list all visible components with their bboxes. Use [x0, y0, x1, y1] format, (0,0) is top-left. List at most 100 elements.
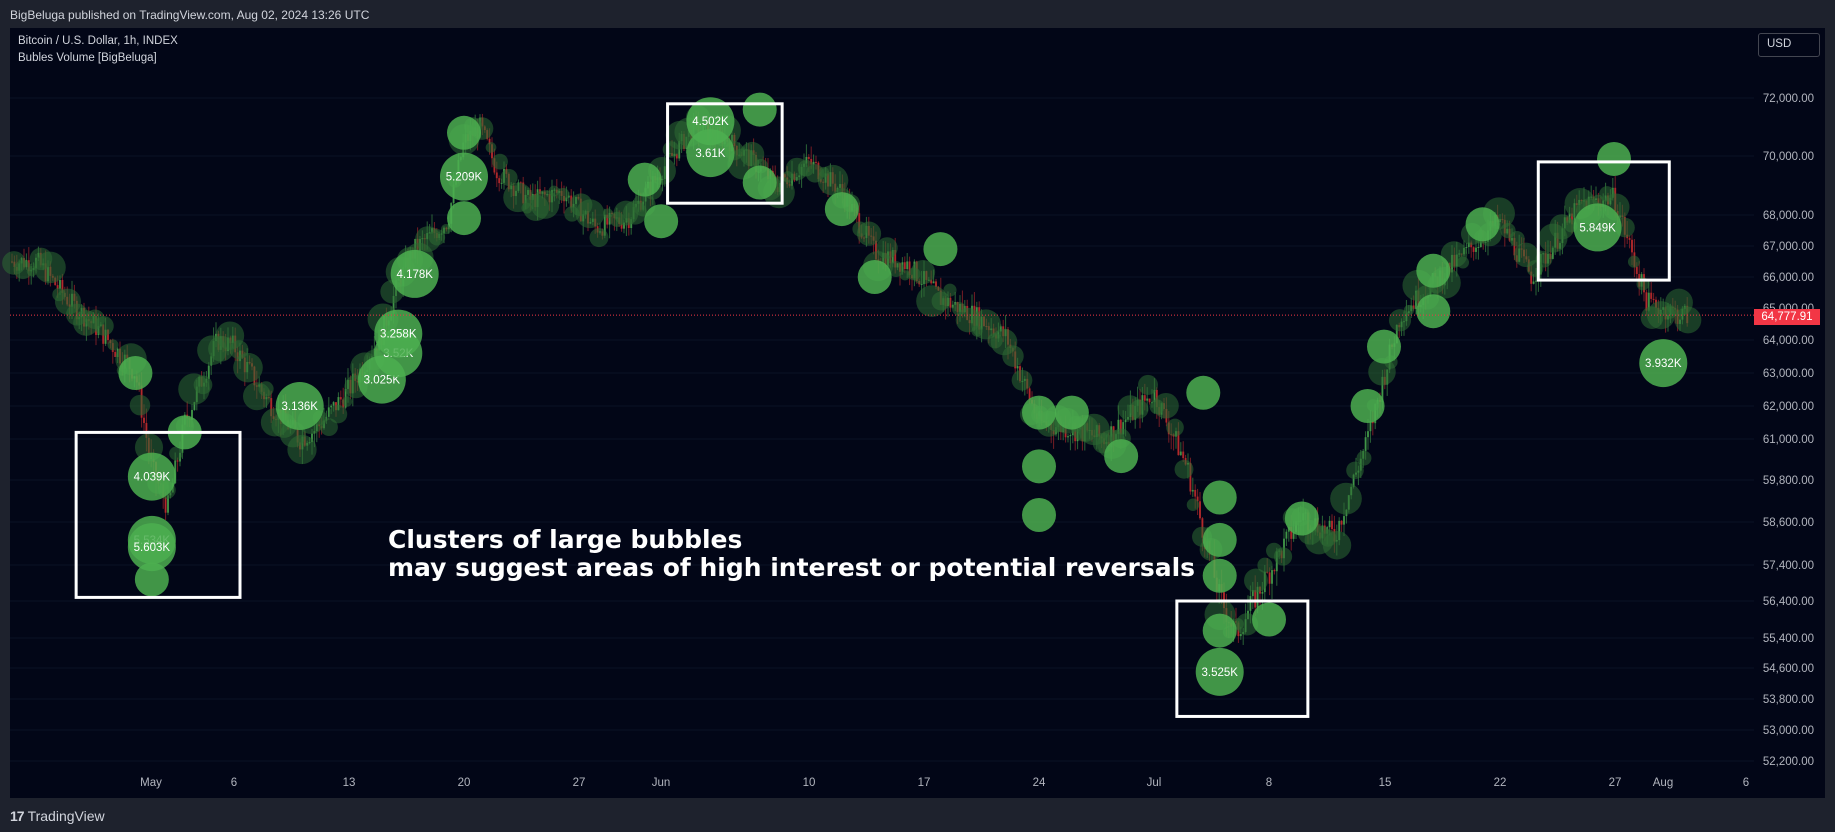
candle-body [1122, 422, 1125, 435]
volume-bubble[interactable] [857, 260, 892, 294]
candle-body [104, 329, 107, 344]
volume-bubble[interactable] [1252, 602, 1286, 637]
candle-body [1153, 389, 1156, 403]
candle-body [1371, 421, 1374, 424]
candle-body [332, 402, 335, 406]
volume-bubble[interactable] [127, 523, 176, 572]
volume-bubble[interactable] [1416, 294, 1451, 329]
volume-bubble[interactable] [134, 562, 169, 597]
time-tick-label: 13 [343, 777, 356, 789]
volume-bubble[interactable] [627, 162, 662, 197]
price-tick-label: 68,000.00 [1763, 210, 1814, 222]
time-tick-label: 20 [458, 777, 471, 789]
volume-bubble[interactable] [447, 201, 481, 236]
volume-bubble[interactable] [1054, 395, 1089, 430]
candle-body [1652, 298, 1655, 300]
volume-bubble-small [556, 187, 570, 201]
volume-bubble-small [1403, 304, 1415, 316]
volume-bubble[interactable] [923, 232, 958, 267]
volume-bubble-small [1011, 369, 1033, 391]
currency-button[interactable]: USD [1758, 33, 1820, 57]
volume-bubble-small [1456, 256, 1470, 269]
volume-bubble-small [1627, 255, 1641, 268]
volume-bubble[interactable] [1202, 480, 1237, 515]
candle-body [620, 223, 623, 229]
volume-bubble[interactable] [1284, 501, 1319, 536]
price-tick-label: 70,000.00 [1763, 151, 1814, 163]
candle-body [1196, 496, 1199, 502]
volume-bubble-small [287, 434, 317, 465]
candle-body [1628, 238, 1631, 240]
volume-bubble-small [94, 316, 114, 336]
volume-bubble[interactable] [1202, 558, 1237, 593]
candle-body [193, 402, 196, 410]
volume-bubble[interactable] [447, 115, 481, 150]
price-tick-label: 53,800.00 [1763, 694, 1814, 706]
candle-body [207, 365, 210, 379]
price-tick-label: 53,000.00 [1763, 725, 1814, 737]
candle-body [1477, 247, 1480, 249]
tradingview-logo[interactable]: 17 TradingView [10, 808, 105, 824]
time-tick-label: Aug [1653, 777, 1673, 789]
time-tick-label: 27 [573, 777, 586, 789]
candle-body [1635, 266, 1638, 274]
volume-bubble[interactable] [374, 309, 423, 358]
volume-bubble[interactable] [1367, 329, 1401, 364]
volume-bubble-label: 4.178K [396, 269, 433, 281]
volume-bubble[interactable] [1465, 207, 1500, 242]
candle-body [1067, 436, 1069, 438]
volume-bubble[interactable] [742, 165, 777, 200]
volume-bubble[interactable] [1416, 253, 1451, 288]
candle-body [339, 397, 342, 400]
indicator-legend[interactable]: Bubles Volume [BigBeluga] [18, 52, 157, 64]
symbol-legend[interactable]: Bitcoin / U.S. Dollar, 1h, INDEX [18, 35, 178, 47]
candle-body [1254, 590, 1257, 608]
price-tick-label: 58,600.00 [1763, 517, 1814, 529]
volume-bubble[interactable] [1022, 395, 1056, 430]
price-tick-label: 59,800.00 [1763, 475, 1814, 487]
price-tick-label: 63,000.00 [1763, 368, 1814, 380]
annotation-line-1: Clusters of large bubbles [388, 525, 742, 554]
volume-bubble[interactable] [1186, 375, 1221, 410]
volume-bubble[interactable] [390, 249, 439, 298]
volume-bubble[interactable] [1104, 439, 1139, 474]
candle-body [1124, 419, 1127, 423]
volume-bubble[interactable] [440, 152, 488, 201]
candle-body [1179, 451, 1182, 456]
volume-bubble-label: 4.039K [134, 472, 171, 484]
volume-bubble[interactable] [686, 129, 735, 178]
volume-bubble-label: 3.136K [281, 401, 318, 413]
volume-bubble[interactable] [1195, 647, 1244, 696]
candle-body [114, 351, 117, 358]
volume-bubble[interactable] [1350, 389, 1385, 423]
candle-body [1328, 520, 1331, 528]
volume-bubble[interactable] [644, 204, 679, 239]
time-axis[interactable] [10, 770, 1754, 798]
volume-bubble[interactable] [1573, 203, 1622, 252]
candle-body [930, 279, 933, 284]
volume-bubble[interactable] [824, 192, 859, 227]
volume-bubble[interactable] [1597, 141, 1631, 176]
candle-body [392, 295, 395, 314]
price-tick-label: 66,000.00 [1763, 272, 1814, 284]
candle-body [1292, 532, 1295, 539]
candle-body [337, 397, 340, 411]
candle-body [1189, 462, 1192, 492]
volume-bubble[interactable] [1202, 613, 1237, 648]
candle-body [191, 409, 193, 420]
volume-bubble[interactable] [118, 356, 153, 390]
volume-bubble[interactable] [1639, 339, 1688, 388]
volume-bubble[interactable] [1202, 522, 1237, 557]
volume-bubble[interactable] [1022, 498, 1056, 532]
price-axis[interactable] [1754, 28, 1825, 770]
axis-corner [1754, 770, 1825, 798]
volume-bubble[interactable] [1022, 449, 1056, 484]
volume-bubble[interactable] [275, 382, 324, 430]
candle-body [807, 156, 810, 159]
price-tick-label: 57,400.00 [1763, 560, 1814, 572]
volume-bubble[interactable] [742, 92, 777, 127]
volume-bubble[interactable] [127, 452, 176, 501]
volume-bubble-small [428, 229, 446, 246]
candle-body [498, 178, 501, 184]
candle-body [1331, 520, 1333, 530]
